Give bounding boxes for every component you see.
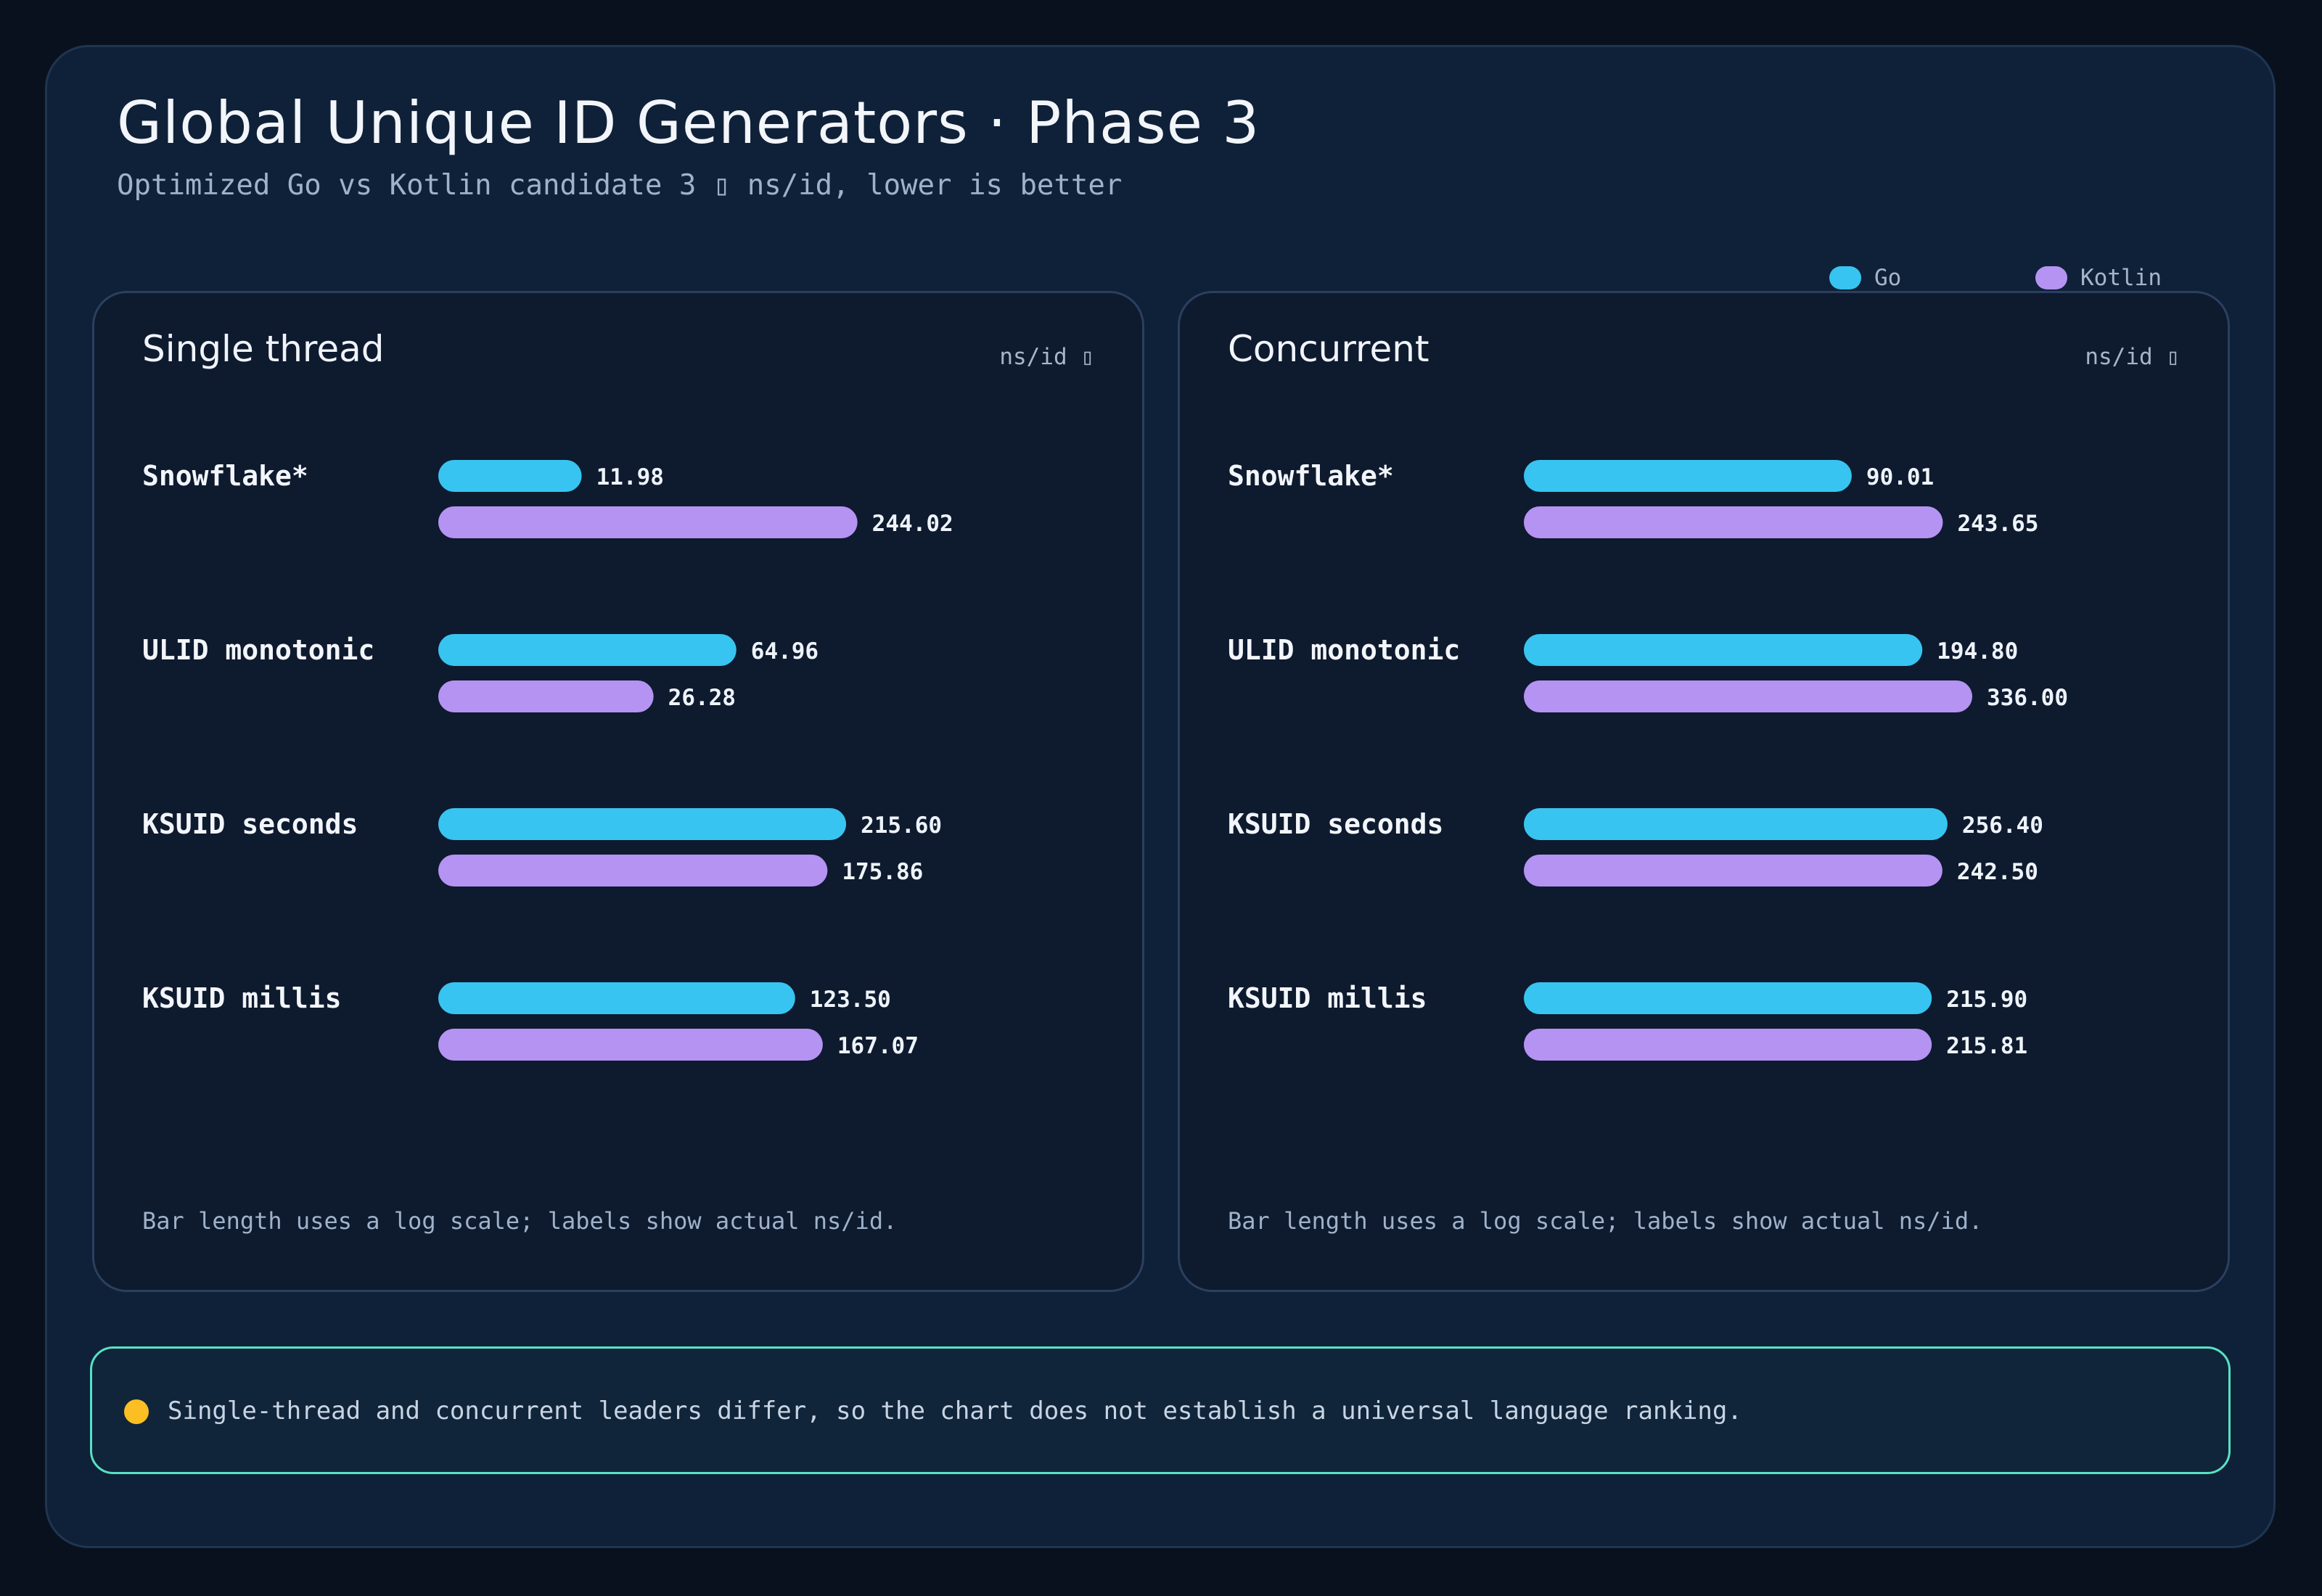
bar-kotlin-ksuid-millis	[438, 1029, 823, 1061]
panel-concurrent: Concurrent ns/id ▯ Snowflake* 90.01 243.65…	[1178, 291, 2230, 1292]
value-label-kotlin-snowflake: 243.65	[1957, 511, 2038, 537]
panel-title: Concurrent	[1228, 328, 1429, 370]
value-label-kotlin-ulid-monotonic: 336.00	[1987, 685, 2068, 711]
page-title: Global Unique ID Generators · Phase 3	[117, 89, 1260, 157]
callout-text: Single-thread and concurrent leaders dif…	[168, 1396, 1742, 1426]
value-label-go-ulid-monotonic: 194.80	[1937, 638, 2018, 665]
insight-callout: Single-thread and concurrent leaders dif…	[90, 1346, 2231, 1474]
panel-footnote: Bar length uses a log scale; labels show…	[142, 1207, 898, 1235]
category-label-ksuid-millis: KSUID millis	[1228, 982, 1427, 1014]
bar-go-snowflake	[1524, 460, 1852, 492]
bar-kotlin-ulid-monotonic	[438, 680, 654, 712]
value-label-go-ulid-monotonic: 64.96	[751, 638, 819, 665]
page-subtitle: Optimized Go vs Kotlin candidate 3 ▯ ns/…	[117, 169, 1123, 202]
legend-swatch-go	[1829, 266, 1861, 289]
category-label-snowflake: Snowflake*	[142, 460, 308, 492]
dot-icon	[124, 1399, 149, 1424]
bar-kotlin-ksuid-millis	[1524, 1029, 1932, 1061]
category-label-ulid-monotonic: ULID monotonic	[1228, 634, 1460, 666]
value-label-go-ksuid-seconds: 256.40	[1962, 813, 2043, 839]
panel-footnote: Bar length uses a log scale; labels show…	[1228, 1207, 1983, 1235]
bar-kotlin-ulid-monotonic	[1524, 680, 1973, 712]
bar-go-ksuid-millis	[438, 982, 795, 1014]
bar-go-ulid-monotonic	[1524, 634, 1923, 666]
bar-go-ulid-monotonic	[438, 634, 737, 666]
value-label-go-ksuid-millis: 215.90	[1946, 987, 2027, 1013]
category-label-ksuid-seconds: KSUID seconds	[142, 808, 358, 840]
legend-swatch-kotlin	[2035, 266, 2067, 289]
value-label-kotlin-ulid-monotonic: 26.28	[668, 685, 736, 711]
category-label-ksuid-millis: KSUID millis	[142, 982, 342, 1014]
value-label-kotlin-ksuid-millis: 215.81	[1946, 1033, 2027, 1059]
bar-kotlin-ksuid-seconds	[438, 855, 828, 887]
bar-go-ksuid-seconds	[1524, 808, 1948, 840]
bar-chart-concurrent: Snowflake* 90.01 243.65 ULID monotonic 194.8…	[1228, 460, 2068, 1061]
legend-label-go: Go	[1874, 265, 1902, 291]
legend-label-kotlin: Kotlin	[2080, 265, 2162, 291]
bar-kotlin-snowflake	[1524, 506, 1943, 538]
bar-kotlin-snowflake	[438, 506, 858, 538]
bar-go-ksuid-seconds	[438, 808, 847, 840]
value-label-kotlin-ksuid-seconds: 242.50	[1957, 859, 2038, 885]
value-label-go-ksuid-seconds: 215.60	[861, 813, 942, 839]
legend-item-go: Go	[1829, 262, 1901, 294]
category-label-snowflake: Snowflake*	[1228, 460, 1394, 492]
legend-item-kotlin: Kotlin	[2035, 262, 2162, 294]
category-label-ksuid-seconds: KSUID seconds	[1228, 808, 1443, 840]
value-label-go-snowflake: 11.98	[596, 464, 664, 490]
value-label-go-ksuid-millis: 123.50	[810, 987, 891, 1013]
bar-go-ksuid-millis	[1524, 982, 1932, 1014]
bar-kotlin-ksuid-seconds	[1524, 855, 1942, 887]
chart-card: Global Unique ID Generators · Phase 3 Op…	[45, 45, 2276, 1548]
panel-unit-label: ns/id ▯	[999, 344, 1094, 370]
panel-unit-label: ns/id ▯	[2085, 344, 2180, 370]
panel-title: Single thread	[142, 328, 385, 370]
value-label-go-snowflake: 90.01	[1866, 464, 1934, 490]
bar-chart-single-thread: Snowflake* 11.98 244.02 ULID monotonic 64.96…	[142, 460, 953, 1061]
value-label-kotlin-ksuid-seconds: 175.86	[842, 859, 923, 885]
value-label-kotlin-ksuid-millis: 167.07	[837, 1033, 919, 1059]
category-label-ulid-monotonic: ULID monotonic	[142, 634, 374, 666]
bar-go-snowflake	[438, 460, 582, 492]
panel-single-thread: Single thread ns/id ▯ Snowflake* 11.98 244…	[92, 291, 1144, 1292]
value-label-kotlin-snowflake: 244.02	[872, 511, 953, 537]
